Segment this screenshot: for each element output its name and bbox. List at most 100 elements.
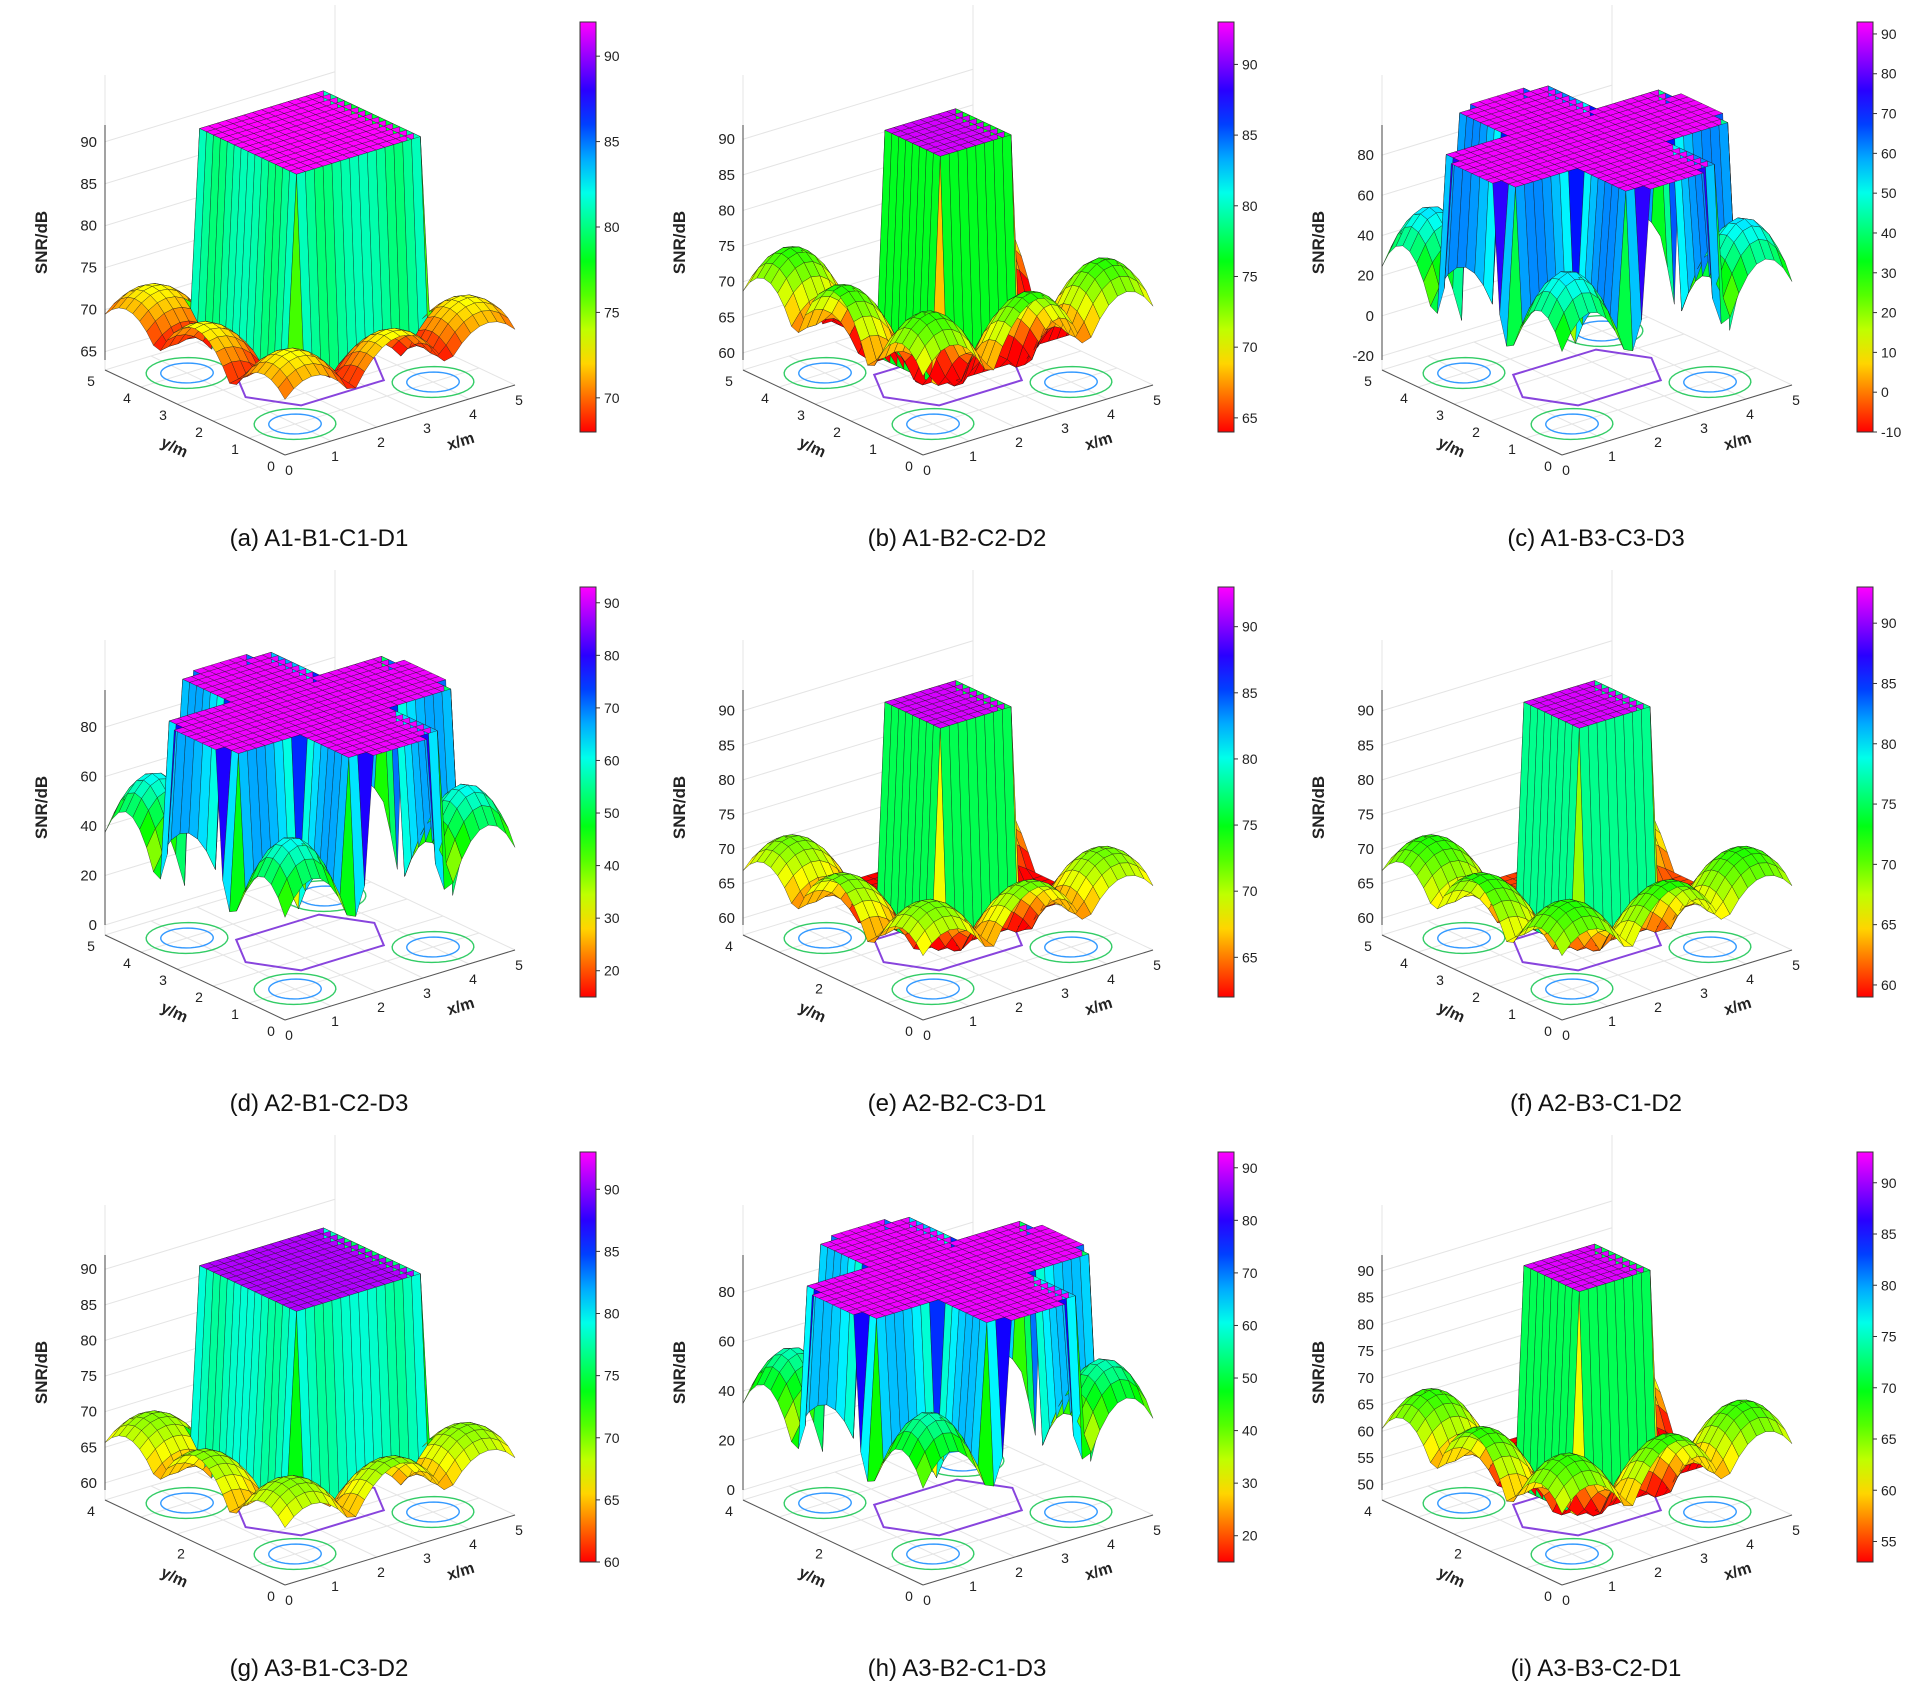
colorbar-tick-label: 40 bbox=[1242, 1423, 1258, 1439]
y-tick-label: 1 bbox=[1508, 441, 1516, 457]
z-tick-label: 85 bbox=[1357, 1290, 1374, 1307]
colorbar-tick-label: 75 bbox=[1881, 1329, 1897, 1345]
surface-mesh-i bbox=[1382, 1244, 1792, 1516]
z-tick-label: 65 bbox=[1357, 1397, 1374, 1414]
colorbar-tick-label: 65 bbox=[604, 1492, 620, 1508]
z-tick-label: 80 bbox=[1357, 772, 1374, 789]
colorbar-tick-label: 80 bbox=[1242, 198, 1258, 214]
colorbar-tick-label: 30 bbox=[1881, 265, 1897, 281]
colorbar-tick-label: 65 bbox=[1881, 917, 1897, 933]
z-tick-label: 80 bbox=[80, 218, 97, 235]
colorbar-tick-label: 50 bbox=[1242, 1370, 1258, 1386]
colorbar-tick-label: 60 bbox=[1881, 977, 1897, 993]
y-axis-label: y/m bbox=[796, 1564, 828, 1591]
z-tick-label: 75 bbox=[1357, 1343, 1374, 1360]
z-axis-label: SNR/dB bbox=[670, 211, 689, 274]
x-tick-label: 5 bbox=[1153, 1522, 1161, 1538]
y-tick-label: 4 bbox=[725, 938, 733, 954]
z-axis-label: SNR/dB bbox=[1309, 1341, 1328, 1404]
z-tick-label: 90 bbox=[80, 1261, 97, 1278]
colorbar-tick-label: 90 bbox=[604, 595, 620, 611]
x-tick-label: 2 bbox=[1654, 1564, 1662, 1580]
y-tick-label: 2 bbox=[195, 424, 203, 440]
x-tick-label: 2 bbox=[1015, 999, 1023, 1015]
x-tick-label: 5 bbox=[515, 1522, 523, 1538]
z-tick-label: 85 bbox=[1357, 737, 1374, 754]
y-axis-label: y/m bbox=[158, 999, 190, 1026]
y-tick-label: 1 bbox=[231, 441, 239, 457]
y-tick-label: 4 bbox=[1400, 955, 1408, 971]
y-tick-label: 2 bbox=[815, 981, 823, 997]
colorbar-tick-label: 60 bbox=[1881, 1482, 1897, 1498]
colorbar-tick-label: 60 bbox=[1242, 1317, 1258, 1333]
y-axis-label: y/m bbox=[1435, 999, 1467, 1026]
colorbar-d bbox=[580, 587, 596, 997]
colorbar-tick-label: 30 bbox=[1242, 1475, 1258, 1491]
colorbar-tick-label: 65 bbox=[1242, 410, 1258, 426]
y-tick-label: 5 bbox=[87, 373, 95, 389]
x-tick-label: 1 bbox=[1608, 1578, 1616, 1594]
colorbar-tick-label: 40 bbox=[604, 858, 620, 874]
x-axis-label: x/m bbox=[445, 430, 476, 454]
colorbar-tick-label: 85 bbox=[1881, 675, 1897, 691]
y-tick-label: 0 bbox=[905, 458, 913, 474]
x-tick-label: 1 bbox=[969, 1578, 977, 1594]
y-tick-label: 2 bbox=[1472, 424, 1480, 440]
panel-caption: (c) A1-B3-C3-D3 bbox=[1277, 525, 1915, 553]
colorbar-tick-label: 80 bbox=[1242, 751, 1258, 767]
x-tick-label: 1 bbox=[331, 1013, 339, 1029]
colorbar-tick-label: 75 bbox=[1242, 268, 1258, 284]
x-tick-label: 1 bbox=[1608, 1013, 1616, 1029]
x-tick-label: 5 bbox=[1792, 392, 1800, 408]
x-axis-label: x/m bbox=[1722, 1560, 1753, 1584]
x-tick-label: 5 bbox=[515, 957, 523, 973]
z-tick-label: 0 bbox=[727, 1482, 735, 1499]
colorbar-g bbox=[580, 1152, 596, 1562]
y-tick-label: 1 bbox=[869, 441, 877, 457]
x-tick-label: 4 bbox=[1746, 406, 1754, 422]
colorbar-i bbox=[1857, 1152, 1873, 1562]
z-axis-label: SNR/dB bbox=[32, 211, 51, 274]
y-axis-label: y/m bbox=[1435, 1564, 1467, 1591]
panel-caption: (a) A1-B1-C1-D1 bbox=[0, 525, 638, 553]
x-axis-label: x/m bbox=[1083, 430, 1114, 454]
surface-plot-e: 60657075808590SNR/dB012345024x/my/m65707… bbox=[638, 565, 1276, 1085]
z-tick-label: 60 bbox=[1357, 1423, 1374, 1440]
x-tick-label: 1 bbox=[1608, 448, 1616, 464]
y-tick-label: 1 bbox=[231, 1006, 239, 1022]
colorbar-e bbox=[1218, 587, 1234, 997]
x-tick-label: 0 bbox=[923, 462, 931, 478]
z-tick-label: 60 bbox=[1357, 910, 1374, 927]
x-tick-label: 0 bbox=[285, 1027, 293, 1043]
z-tick-label: 80 bbox=[80, 719, 97, 736]
colorbar-tick-label: 90 bbox=[1881, 1175, 1897, 1191]
y-tick-label: 0 bbox=[267, 1588, 275, 1604]
z-tick-label: -20 bbox=[1352, 348, 1374, 365]
z-tick-label: 90 bbox=[1357, 703, 1374, 720]
x-tick-label: 0 bbox=[923, 1592, 931, 1608]
colorbar-tick-label: 20 bbox=[604, 963, 620, 979]
colorbar-h bbox=[1218, 1152, 1234, 1562]
x-axis-label: x/m bbox=[1083, 1560, 1114, 1584]
y-tick-label: 0 bbox=[267, 458, 275, 474]
z-tick-label: 75 bbox=[80, 260, 97, 277]
x-tick-label: 0 bbox=[923, 1027, 931, 1043]
x-tick-label: 4 bbox=[1746, 971, 1754, 987]
colorbar-tick-label: 55 bbox=[1881, 1534, 1897, 1550]
panel-caption: (g) A3-B1-C3-D2 bbox=[0, 1655, 638, 1683]
z-tick-label: 70 bbox=[718, 841, 735, 858]
colorbar-tick-label: 75 bbox=[604, 1368, 620, 1384]
z-tick-label: 20 bbox=[80, 868, 97, 885]
colorbar-tick-label: 85 bbox=[1242, 127, 1258, 143]
x-axis-label: x/m bbox=[1722, 995, 1753, 1019]
colorbar-tick-label: 30 bbox=[604, 910, 620, 926]
x-tick-label: 0 bbox=[1562, 1027, 1570, 1043]
y-tick-label: 0 bbox=[1544, 458, 1552, 474]
y-tick-label: 1 bbox=[1508, 1006, 1516, 1022]
